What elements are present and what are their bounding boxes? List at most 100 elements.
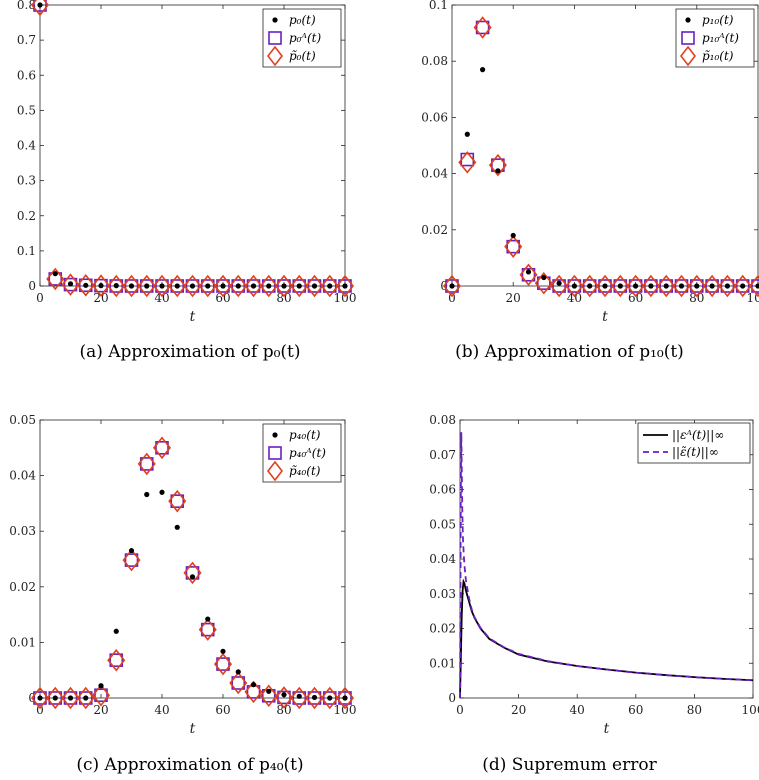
data-point-square	[292, 279, 307, 293]
data-point-square	[170, 494, 185, 508]
data-point-dot	[342, 283, 348, 289]
data-point-dot	[266, 688, 272, 694]
data-point-diamond	[152, 436, 172, 460]
data-point-square	[705, 279, 719, 293]
data-point-square	[506, 239, 520, 254]
data-point-dot	[52, 695, 58, 701]
data-point-square	[322, 279, 337, 293]
data-point-diamond	[458, 151, 477, 174]
x-tick-label: 40	[567, 291, 582, 305]
y-tick-label: 0.08	[421, 54, 448, 68]
data-point-square	[200, 622, 215, 637]
data-point-diamond	[61, 686, 80, 710]
caption-d: (d) Supremum error	[482, 755, 657, 775]
chart-svg: 00.020.040.060.080.1020406080100tp₁₀(t)p…	[421, 0, 759, 325]
y-tick-label: 0.03	[429, 587, 456, 601]
y-tick-label: 0.06	[421, 110, 448, 124]
data-point-diamond	[641, 274, 660, 298]
data-point-square	[307, 691, 322, 705]
data-point-dot	[740, 283, 746, 289]
x-tick-label: 100	[334, 703, 357, 717]
data-point-square	[139, 457, 154, 471]
data-point-dot	[189, 283, 196, 289]
legend-label: p₄₀(t)	[289, 428, 321, 442]
data-point-square	[751, 279, 759, 293]
data-point-diamond	[91, 683, 111, 707]
data-point-dot	[113, 283, 119, 289]
data-point-dot	[113, 628, 119, 634]
data-point-square	[63, 277, 78, 292]
x-axis-label: t	[190, 721, 196, 737]
y-tick-label: 0.05	[9, 415, 36, 427]
legend-label: p₀ᴬ(t)	[289, 31, 321, 45]
data-point-square	[277, 690, 291, 705]
data-point-dot	[525, 269, 532, 275]
y-tick-label: 0	[448, 691, 456, 705]
legend-label: p₁₀(t)	[702, 13, 734, 27]
data-point-dot	[37, 2, 43, 8]
chart-svg: 00.010.020.030.040.050 20 40 60 80 100tp₄₀(t)…	[9, 413, 357, 737]
data-point-square	[338, 691, 352, 705]
data-point-dot	[678, 283, 685, 289]
data-point-dot	[128, 548, 135, 554]
data-point-diamond	[259, 274, 278, 298]
x-tick-label: 40	[570, 703, 585, 717]
data-point-diamond	[473, 16, 492, 39]
y-tick-label: 0.02	[429, 622, 456, 636]
data-point-square	[521, 267, 536, 282]
x-tick-label: 80	[689, 291, 704, 305]
data-point-dot	[327, 695, 333, 701]
data-point-dot	[633, 283, 639, 289]
data-point-square	[307, 279, 322, 293]
data-point-dot	[648, 283, 654, 289]
chart-svg: 0 0.1 0.2 0.3 0.4 0.5 0.6 0.7 0.8 0 20 40 60 80 100 t p₀…	[17, 0, 357, 325]
data-point-dot	[571, 283, 577, 289]
data-point-diamond	[183, 561, 202, 585]
legend-label: p̃₄₀(t)	[289, 464, 321, 478]
x-axis-label: t	[604, 721, 610, 737]
data-point-square	[475, 20, 490, 35]
data-point-square	[735, 279, 750, 293]
data-point-diamond	[107, 274, 126, 298]
x-tick-label: 80	[687, 703, 702, 717]
data-point-diamond	[213, 274, 233, 298]
data-point-dot	[755, 283, 759, 289]
data-point-diamond	[259, 684, 278, 708]
data-point-square	[155, 279, 169, 293]
data-point-diamond	[626, 274, 645, 298]
data-point-square	[231, 279, 246, 293]
data-point-square	[292, 691, 307, 705]
data-point-square	[261, 279, 276, 293]
data-point-square	[78, 691, 93, 705]
data-point-diamond	[198, 618, 217, 641]
chart-panel-b: 00.020.040.060.080.1020406080100tp₁₀(t)p…	[380, 0, 759, 330]
data-point-square	[170, 279, 185, 293]
y-tick-label: 0.05	[429, 517, 456, 531]
data-point-dot	[250, 682, 257, 688]
data-point-diamond	[168, 274, 187, 298]
data-point-square	[124, 279, 139, 293]
data-point-diamond	[91, 274, 111, 297]
data-point-diamond	[748, 274, 759, 298]
data-point-square	[674, 279, 689, 293]
y-tick-label: 0.01	[9, 635, 36, 649]
y-tick-label: 0.5	[17, 103, 36, 117]
data-point-square	[460, 152, 475, 167]
data-point-diamond	[46, 686, 65, 710]
data-point-dot	[67, 695, 74, 701]
data-point-diamond	[290, 274, 309, 298]
data-point-diamond	[672, 274, 691, 298]
x-tick-label: 100	[334, 291, 357, 305]
data-point-diamond	[152, 274, 172, 298]
x-tick-label: 60	[215, 291, 230, 305]
data-point-dot	[709, 283, 715, 289]
data-point-dot	[556, 280, 562, 286]
data-point-square	[613, 279, 628, 293]
data-point-square	[33, 0, 47, 12]
y-tick-label: 0.7	[17, 33, 36, 47]
data-point-diamond	[213, 652, 233, 676]
data-point-dot	[98, 283, 104, 289]
data-point-diamond	[122, 274, 141, 298]
caption-c: (c) Approximation of p₄₀(t)	[76, 755, 304, 775]
x-tick-label: 20	[511, 703, 526, 717]
